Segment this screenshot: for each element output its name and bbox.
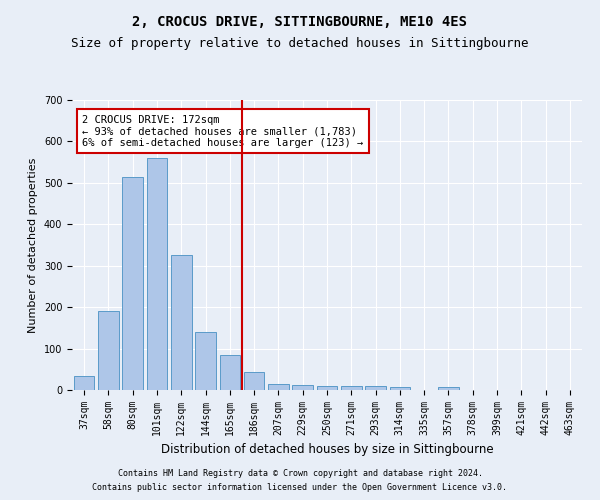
Bar <box>317 386 337 390</box>
Text: 2, CROCUS DRIVE, SITTINGBOURNE, ME10 4ES: 2, CROCUS DRIVE, SITTINGBOURNE, ME10 4ES <box>133 15 467 29</box>
Bar <box>74 376 94 390</box>
Bar <box>146 158 167 390</box>
X-axis label: Distribution of detached houses by size in Sittingbourne: Distribution of detached houses by size … <box>161 444 493 456</box>
Text: 2 CROCUS DRIVE: 172sqm
← 93% of detached houses are smaller (1,783)
6% of semi-d: 2 CROCUS DRIVE: 172sqm ← 93% of detached… <box>82 114 364 148</box>
Bar <box>438 387 459 390</box>
Bar <box>341 386 362 390</box>
Bar <box>220 355 240 390</box>
Bar <box>389 387 410 390</box>
Bar <box>365 386 386 390</box>
Bar <box>268 384 289 390</box>
Text: Contains HM Land Registry data © Crown copyright and database right 2024.: Contains HM Land Registry data © Crown c… <box>118 468 482 477</box>
Bar <box>122 176 143 390</box>
Y-axis label: Number of detached properties: Number of detached properties <box>28 158 38 332</box>
Text: Size of property relative to detached houses in Sittingbourne: Size of property relative to detached ho… <box>71 38 529 51</box>
Bar <box>244 372 265 390</box>
Bar <box>98 312 119 390</box>
Bar <box>195 332 216 390</box>
Bar <box>292 385 313 390</box>
Bar <box>171 254 191 390</box>
Text: Contains public sector information licensed under the Open Government Licence v3: Contains public sector information licen… <box>92 484 508 492</box>
